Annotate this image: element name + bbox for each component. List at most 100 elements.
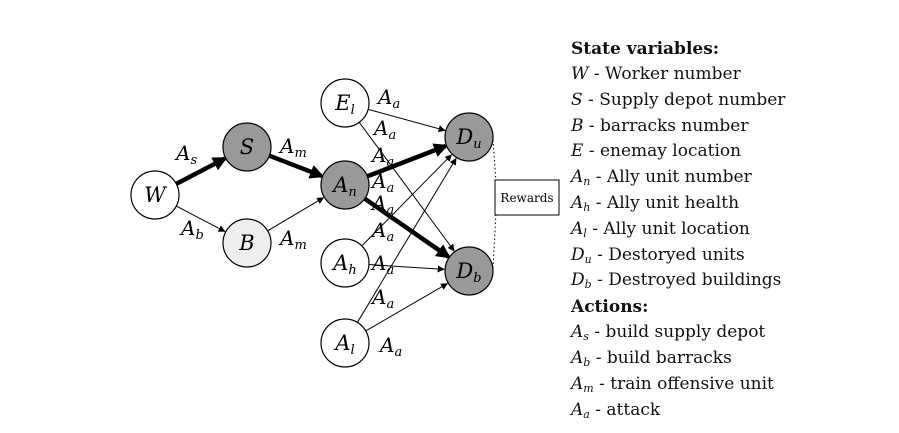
legend-symbol: B <box>571 115 584 136</box>
legend: State variables: W - Worker number S - Su… <box>571 36 891 423</box>
edge-label: Ab <box>179 216 204 243</box>
edge-label: Aa <box>370 285 394 312</box>
node-circle <box>222 122 272 172</box>
edge-w-b <box>176 205 226 232</box>
edge-label: Aa <box>372 116 396 143</box>
edge-al-db <box>365 283 448 332</box>
edge-label: Aa <box>378 333 402 360</box>
node-label: S <box>240 135 254 159</box>
node-circle <box>320 160 370 210</box>
node-circle <box>444 112 494 162</box>
legend-description: - build barracks <box>590 347 732 368</box>
legend-description: - Destroyed buildings <box>591 270 782 291</box>
node-label: El <box>334 91 355 118</box>
node-label: An <box>331 173 357 200</box>
node-du: Du <box>444 112 494 162</box>
legend-symbol-subscript: l <box>583 226 587 240</box>
legend-symbol: A <box>571 192 584 213</box>
legend-symbol: E <box>571 141 584 162</box>
legend-row: Aa - attack <box>571 398 891 424</box>
actions-heading: Actions: <box>571 297 649 318</box>
edge-s-an <box>268 153 325 179</box>
legend-symbol-subscript: m <box>583 381 594 395</box>
edge-ah-db <box>368 264 445 273</box>
node-circle <box>222 218 272 268</box>
edge-w-s <box>175 156 228 186</box>
legend-symbol: A <box>571 167 584 188</box>
node-label: B <box>238 231 254 255</box>
legend-description: - Ally unit location <box>586 218 750 239</box>
edge-label: Aa <box>370 143 394 170</box>
legend-row: Du - Destoryed units <box>571 243 891 269</box>
edge-label: As <box>174 141 197 168</box>
node-b: B <box>222 218 272 268</box>
legend-symbol: W <box>571 64 589 84</box>
legend-symbol-subscript: s <box>583 330 589 344</box>
node-circle <box>444 246 494 296</box>
legend-row: Ab - build barracks <box>571 346 891 372</box>
node-label: Du <box>455 125 481 152</box>
legend-row: Am - train offensive unit <box>571 372 891 398</box>
state-variables-list: W - Worker number S - Supply depot number… <box>571 62 891 294</box>
rewards-label: Rewards <box>500 191 553 205</box>
node-circle <box>320 78 370 128</box>
edge-label: Aa <box>376 85 400 112</box>
edge-label: Aa <box>370 169 394 196</box>
edge-label: Am <box>278 134 307 161</box>
legend-symbol: D <box>571 244 585 265</box>
edge-label: Aa <box>370 218 394 245</box>
legend-row: E - enemay location <box>571 139 891 165</box>
node-an: An <box>320 160 370 210</box>
legend-row: B - barracks number <box>571 114 891 140</box>
state-variables-heading: State variables: <box>571 39 720 59</box>
legend-row: An - Ally unit number <box>571 165 891 191</box>
legend-symbol: A <box>571 399 584 420</box>
legend-description: - train offensive unit <box>593 373 774 394</box>
legend-row: Al - Ally unit location <box>571 217 891 243</box>
node-circle <box>320 318 370 368</box>
legend-symbol: A <box>571 218 584 239</box>
legend-description: - attack <box>589 399 661 420</box>
legend-row: Ah - Ally unit health <box>571 191 891 217</box>
legend-symbol-subscript: h <box>583 200 591 214</box>
edge-el-db <box>358 122 455 252</box>
edge-el-du <box>368 108 446 133</box>
rewards-rect <box>494 179 560 216</box>
node-label: W <box>144 183 168 207</box>
legend-symbol: A <box>571 347 584 368</box>
edge-label: Am <box>278 226 307 253</box>
legend-description: - Destoryed units <box>591 244 745 265</box>
legend-symbol-subscript: b <box>584 278 592 292</box>
actions-list: As - build supply depot Ab - build barrac… <box>571 320 891 423</box>
legend-description: - Ally unit number <box>590 167 752 188</box>
node-label: Ah <box>331 251 357 278</box>
legend-symbol: A <box>571 322 584 343</box>
edge-al-du <box>356 157 457 323</box>
edge-b-an <box>267 197 325 232</box>
rewards-box: Rewards <box>494 179 560 216</box>
legend-description: - build supply depot <box>588 322 766 343</box>
node-w: W <box>130 170 180 220</box>
legend-row: S - Supply depot number <box>571 88 891 114</box>
edge-label: Aa <box>370 191 394 218</box>
node-circle <box>320 238 370 288</box>
reward-link-du <box>492 139 497 183</box>
node-el: El <box>320 78 370 128</box>
node-label: Al <box>333 331 354 358</box>
legend-symbol-subscript: b <box>583 355 591 369</box>
legend-row: W - Worker number <box>571 62 891 88</box>
legend-symbol: A <box>571 373 584 394</box>
legend-symbol-subscript: u <box>584 252 592 266</box>
node-db: Db <box>444 246 494 296</box>
legend-symbol-subscript: a <box>583 407 590 421</box>
edge-an-db <box>363 196 451 259</box>
edge-ah-du <box>361 154 452 247</box>
reward-link-db <box>492 212 497 269</box>
legend-row: Db - Destroyed buildings <box>571 268 891 294</box>
node-circle <box>130 170 180 220</box>
legend-symbol: D <box>571 270 585 291</box>
legend-description: - enemay location <box>583 141 742 162</box>
legend-description: - Worker number <box>588 64 741 84</box>
legend-description: - Supply depot number <box>582 89 786 110</box>
